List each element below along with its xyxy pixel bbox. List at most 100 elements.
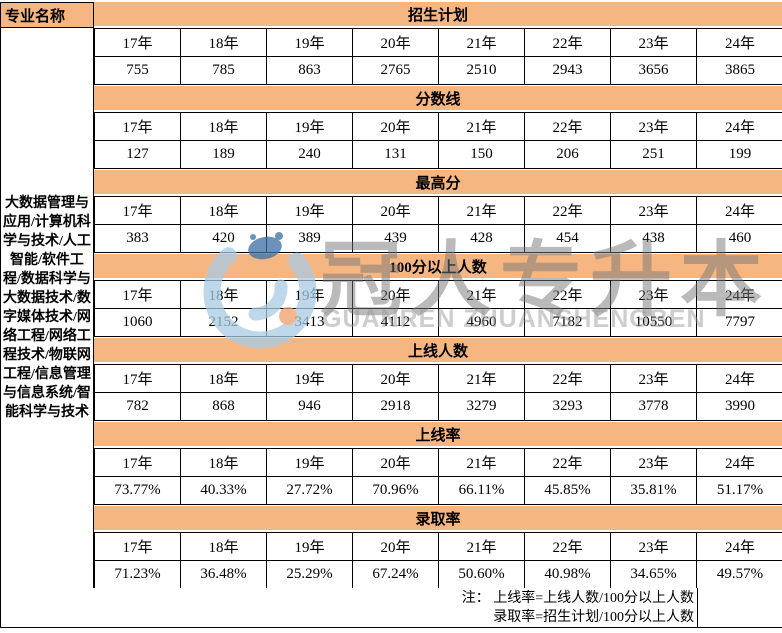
section-band-fill — [94, 170, 782, 194]
value-cell: 150 — [439, 141, 525, 169]
year-cell: 24年 — [697, 533, 782, 561]
value-cell: 2765 — [353, 57, 439, 85]
note-line-2: 录取率=招生计划/100分以上人数 — [493, 610, 694, 625]
year-cell: 17年 — [95, 365, 181, 393]
value-cell: 73.77% — [95, 477, 181, 505]
section-grid: 17年 18年 19年 20年 21年 22年 23年 24年 383 420 389 439 428 4… — [94, 196, 782, 253]
value-cell: 3413 — [267, 309, 353, 337]
major-name-header-cell: 专业名称 — [0, 2, 94, 28]
value-cell: 3279 — [439, 393, 525, 421]
year-cell: 20年 — [353, 113, 439, 141]
year-cell: 18年 — [181, 449, 267, 477]
note-empty-cell — [698, 588, 782, 627]
section-title: 最高分 — [415, 175, 461, 192]
year-cell: 20年 — [353, 533, 439, 561]
year-cell: 24年 — [697, 449, 782, 477]
data-sections: 招生计划 17年 18年 19年 20年 21年 22年 23年 24年 755 785 863 276… — [94, 0, 782, 589]
value-cell: 189 — [181, 141, 267, 169]
year-cell: 24年 — [697, 281, 782, 309]
value-cell: 2918 — [353, 393, 439, 421]
year-cell: 19年 — [267, 29, 353, 57]
value-cell: 3778 — [611, 393, 697, 421]
table-section: 最高分 17年 18年 19年 20年 21年 22年 23年 24年 383 420 389 439 4… — [94, 168, 782, 253]
section-band: 最高分 — [94, 168, 782, 196]
year-cell: 20年 — [353, 281, 439, 309]
value-cell: 438 — [611, 225, 697, 253]
value-cell: 40.98% — [525, 561, 611, 589]
section-grid: 17年 18年 19年 20年 21年 22年 23年 24年 755 785 863 2765 251… — [94, 28, 782, 85]
year-cell: 18年 — [181, 197, 267, 225]
value-cell: 460 — [697, 225, 782, 253]
section-title: 招生计划 — [407, 7, 468, 24]
value-cell: 7797 — [697, 309, 782, 337]
section-band: 上线人数 — [94, 336, 782, 364]
table-section: 分数线 17年 18年 19年 20年 21年 22年 23年 24年 127 189 240 131 1… — [94, 84, 782, 169]
year-cell: 18年 — [181, 29, 267, 57]
year-cell: 24年 — [697, 197, 782, 225]
section-band-fill — [94, 86, 782, 110]
section-grid: 17年 18年 19年 20年 21年 22年 23年 24年 71.23% 36.48% 25.2… — [94, 532, 782, 589]
year-cell: 23年 — [611, 365, 697, 393]
year-cell: 19年 — [267, 113, 353, 141]
year-cell: 21年 — [439, 113, 525, 141]
year-cell: 19年 — [267, 281, 353, 309]
year-cell: 22年 — [525, 533, 611, 561]
section-grid: 17年 18年 19年 20年 21年 22年 23年 24年 1060 2152 3413 4112… — [94, 280, 782, 337]
section-band: 招生计划 — [94, 0, 782, 28]
year-cell: 19年 — [267, 365, 353, 393]
year-cell: 17年 — [95, 29, 181, 57]
section-band: 100分以上人数 — [94, 252, 782, 280]
table-section: 上线人数 17年 18年 19年 20年 21年 22年 23年 24年 782 868 946 291… — [94, 336, 782, 421]
value-cell: 45.85% — [525, 477, 611, 505]
section-grid: 17年 18年 19年 20年 21年 22年 23年 24年 73.77% 40.33% 27.7… — [94, 448, 782, 505]
value-cell: 428 — [439, 225, 525, 253]
value-cell: 127 — [95, 141, 181, 169]
year-cell: 17年 — [95, 449, 181, 477]
value-cell: 946 — [267, 393, 353, 421]
value-cell: 755 — [95, 57, 181, 85]
year-cell: 21年 — [439, 281, 525, 309]
value-cell: 863 — [267, 57, 353, 85]
value-cell: 868 — [181, 393, 267, 421]
year-cell: 23年 — [611, 533, 697, 561]
section-band-fill — [94, 506, 782, 530]
value-cell: 2152 — [181, 309, 267, 337]
section-grid: 17年 18年 19年 20年 21年 22年 23年 24年 127 189 240 131 150 2… — [94, 112, 782, 169]
section-title: 100分以上人数 — [389, 259, 487, 276]
value-cell: 27.72% — [267, 477, 353, 505]
year-cell: 21年 — [439, 449, 525, 477]
value-cell: 71.23% — [95, 561, 181, 589]
majors-cell: 大数据管理与应用/计算机科学与技术/人工智能/软件工程/数据科学与大数据技术/数… — [0, 27, 94, 589]
value-cell: 7182 — [525, 309, 611, 337]
year-cell: 18年 — [181, 281, 267, 309]
table-section: 录取率 17年 18年 19年 20年 21年 22年 23年 24年 71.23% 36.48% 2… — [94, 504, 782, 589]
value-cell: 782 — [95, 393, 181, 421]
value-cell: 66.11% — [439, 477, 525, 505]
year-cell: 22年 — [525, 197, 611, 225]
value-cell: 34.65% — [611, 561, 697, 589]
year-cell: 24年 — [697, 113, 782, 141]
value-cell: 2510 — [439, 57, 525, 85]
value-cell: 3656 — [611, 57, 697, 85]
value-cell: 785 — [181, 57, 267, 85]
value-cell: 67.24% — [353, 561, 439, 589]
value-cell: 4112 — [353, 309, 439, 337]
section-band-fill — [94, 422, 782, 446]
year-cell: 21年 — [439, 533, 525, 561]
value-cell: 36.48% — [181, 561, 267, 589]
value-cell: 383 — [95, 225, 181, 253]
year-cell: 24年 — [697, 29, 782, 57]
value-cell: 70.96% — [353, 477, 439, 505]
year-cell: 23年 — [611, 449, 697, 477]
year-cell: 23年 — [611, 113, 697, 141]
year-cell: 20年 — [353, 449, 439, 477]
value-cell: 3990 — [697, 393, 782, 421]
value-cell: 2943 — [525, 57, 611, 85]
majors-text: 大数据管理与应用/计算机科学与技术/人工智能/软件工程/数据科学与大数据技术/数… — [3, 196, 91, 420]
year-cell: 23年 — [611, 281, 697, 309]
table-section: 招生计划 17年 18年 19年 20年 21年 22年 23年 24年 755 785 863 276… — [94, 0, 782, 85]
year-cell: 24年 — [697, 365, 782, 393]
value-cell: 35.81% — [611, 477, 697, 505]
value-cell: 131 — [353, 141, 439, 169]
